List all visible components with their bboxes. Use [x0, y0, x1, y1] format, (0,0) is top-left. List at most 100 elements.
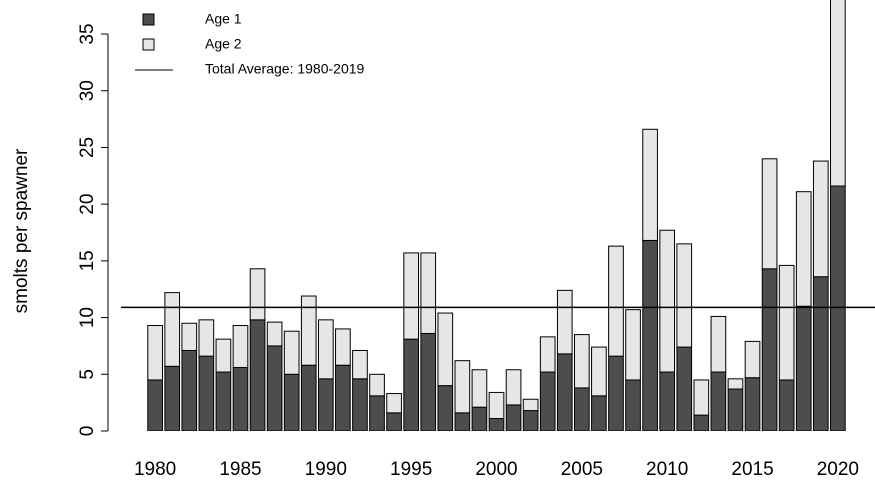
legend-swatch — [142, 13, 155, 26]
x-tick-label: 2000 — [475, 459, 517, 480]
bar-segment — [574, 387, 590, 431]
y-tick-label: 35 — [77, 23, 98, 44]
bar-segment — [591, 395, 607, 431]
bar-segment — [232, 325, 249, 368]
bar-segment — [352, 378, 368, 431]
bar-segment — [369, 395, 385, 431]
bar-segment — [386, 412, 402, 431]
y-tick-label: 5 — [77, 369, 98, 380]
bar-segment — [505, 404, 522, 431]
bar-segment — [642, 239, 658, 431]
bar-segment — [198, 319, 215, 357]
bar-segment — [300, 364, 317, 431]
x-tick-label: 2010 — [646, 459, 688, 480]
bar-segment — [676, 243, 693, 348]
bar-segment — [693, 414, 710, 431]
bar-segment — [369, 373, 385, 397]
bar-segment — [454, 412, 471, 431]
y-tick-label: 10 — [77, 307, 98, 328]
x-tick-label: 1990 — [305, 459, 347, 480]
y-tick-label: 30 — [77, 80, 98, 101]
bar-segment — [147, 379, 163, 431]
bar-segment — [164, 292, 181, 367]
y-tick-label: 15 — [77, 250, 98, 271]
bar-segment — [830, 185, 846, 431]
bar-segment — [693, 379, 710, 416]
bar-segment — [795, 191, 812, 307]
bar-segment — [283, 330, 300, 375]
bar-segment — [471, 369, 488, 408]
bar-segment — [215, 371, 232, 431]
x-tick-label: 1985 — [219, 459, 261, 480]
bar-segment — [147, 325, 163, 381]
bar-segment — [522, 398, 539, 412]
bar-segment — [232, 366, 249, 431]
bar-segment — [335, 364, 351, 431]
bar-segment — [283, 373, 300, 431]
x-tick-label: 2015 — [731, 459, 773, 480]
bar-segment — [795, 305, 812, 431]
bar-segment — [659, 229, 676, 373]
bar-segment — [608, 245, 624, 357]
bar-segment — [471, 406, 488, 431]
bar-segment — [830, 0, 846, 187]
legend-swatch — [142, 38, 155, 51]
bar-segment — [761, 268, 778, 431]
bar-segment — [215, 338, 232, 373]
legend-label: Age 1 — [205, 11, 242, 27]
bar-segment — [812, 276, 829, 431]
bar-segment — [710, 371, 727, 431]
bar-segment — [539, 371, 556, 431]
y-tick-label: 25 — [77, 137, 98, 158]
bar-segment — [727, 388, 744, 431]
bar-segment — [403, 338, 419, 431]
bar-segment — [181, 349, 198, 431]
bar-segment — [812, 160, 829, 278]
bar-segment — [181, 322, 198, 351]
x-tick-label: 2020 — [817, 459, 859, 480]
bar-segment — [266, 321, 283, 347]
bar-segment — [556, 289, 573, 355]
x-tick-label: 1980 — [134, 459, 176, 480]
bar-segment — [574, 334, 590, 389]
bar-segment — [249, 268, 266, 321]
bar-segment — [300, 295, 317, 366]
legend-label: Age 2 — [205, 36, 242, 52]
bar-segment — [317, 378, 334, 431]
y-tick-label: 20 — [77, 194, 98, 215]
bar-segment — [420, 252, 437, 334]
bar-segment — [778, 264, 795, 381]
y-tick-label: 0 — [77, 426, 98, 437]
bar-segment — [266, 345, 283, 431]
bar-segment — [744, 340, 761, 379]
bar-segment — [488, 391, 505, 420]
bar-segment — [761, 158, 778, 270]
bar-segment — [317, 319, 334, 380]
bar-segment — [437, 385, 454, 431]
bar-segment — [522, 410, 539, 431]
bar-segment — [505, 369, 522, 406]
bar-segment — [625, 309, 641, 381]
bar-segment — [744, 377, 761, 431]
y-axis-title: smolts per spawner — [11, 148, 32, 313]
legend-label: Total Average: 1980-2019 — [205, 61, 365, 77]
bar-segment — [420, 332, 437, 431]
bar-segment — [591, 346, 607, 397]
bar-segment — [676, 346, 693, 431]
bar-segment — [539, 336, 556, 373]
bar-segment — [437, 312, 454, 387]
bar-segment — [625, 379, 641, 431]
bar-segment — [335, 328, 351, 366]
bar-segment — [710, 315, 727, 373]
bar-segment — [249, 319, 266, 431]
bar-segment — [608, 355, 624, 431]
bar-segment — [386, 393, 402, 414]
bar-segment — [454, 360, 471, 414]
x-tick-label: 2005 — [561, 459, 603, 480]
bar-segment — [642, 128, 658, 241]
bar-segment — [556, 353, 573, 431]
bar-segment — [659, 371, 676, 431]
bar-segment — [488, 418, 505, 431]
bar-segment — [198, 355, 215, 431]
